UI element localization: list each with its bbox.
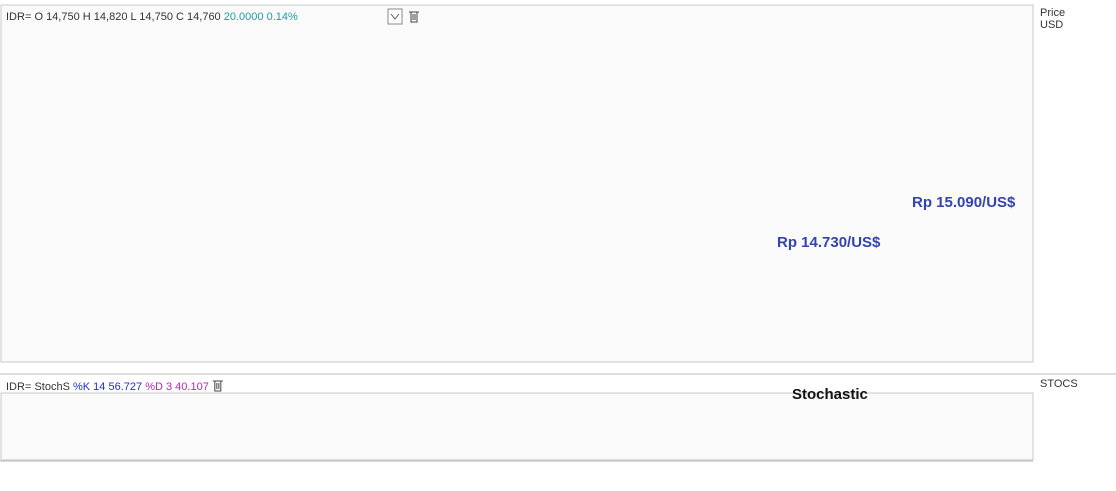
stoch-title: STOCS xyxy=(1040,378,1078,390)
dropdown-button[interactable] xyxy=(387,8,403,25)
annotation: Stochastic xyxy=(792,386,868,403)
series-name: %D xyxy=(145,381,163,393)
delete-icon[interactable] xyxy=(212,380,223,392)
field-value: 14,760 xyxy=(187,11,221,23)
series-param: 3 xyxy=(166,381,172,393)
series-name: %K xyxy=(73,381,91,393)
field-key: O xyxy=(34,11,43,23)
price-plot xyxy=(0,4,1034,363)
field-key: L xyxy=(131,11,137,23)
stoch-plot xyxy=(0,392,1034,461)
price-header: IDR= O 14,750 H 14,820 L 14,750 C 14,760… xyxy=(6,11,298,23)
annotation: Rp 14.730/US$ xyxy=(777,234,881,251)
axis-title: USD xyxy=(1040,19,1063,31)
annotation: Rp 15.090/US$ xyxy=(912,194,1016,211)
field-value: 14,750 xyxy=(46,11,80,23)
delete-icon[interactable] xyxy=(409,11,419,23)
stoch-header: IDR= StochS %K 14 56.727 %D 3 40.107 xyxy=(6,381,209,393)
series-param: 14 xyxy=(93,381,105,393)
field-key: H xyxy=(83,11,91,23)
field-value: 14,820 xyxy=(94,11,128,23)
dropdown-icon xyxy=(390,13,400,20)
field-key: C xyxy=(176,11,184,23)
axis-title: Price xyxy=(1040,7,1065,19)
ric: IDR= xyxy=(6,381,31,393)
change-pct: 0.14% xyxy=(267,11,298,23)
field-value: 14,750 xyxy=(139,11,173,23)
series-last: 56.727 xyxy=(108,381,142,393)
ric: IDR= xyxy=(6,11,31,23)
series-last: 40.107 xyxy=(175,381,209,393)
change: 20.0000 xyxy=(224,11,264,23)
study: StochS xyxy=(34,381,69,393)
